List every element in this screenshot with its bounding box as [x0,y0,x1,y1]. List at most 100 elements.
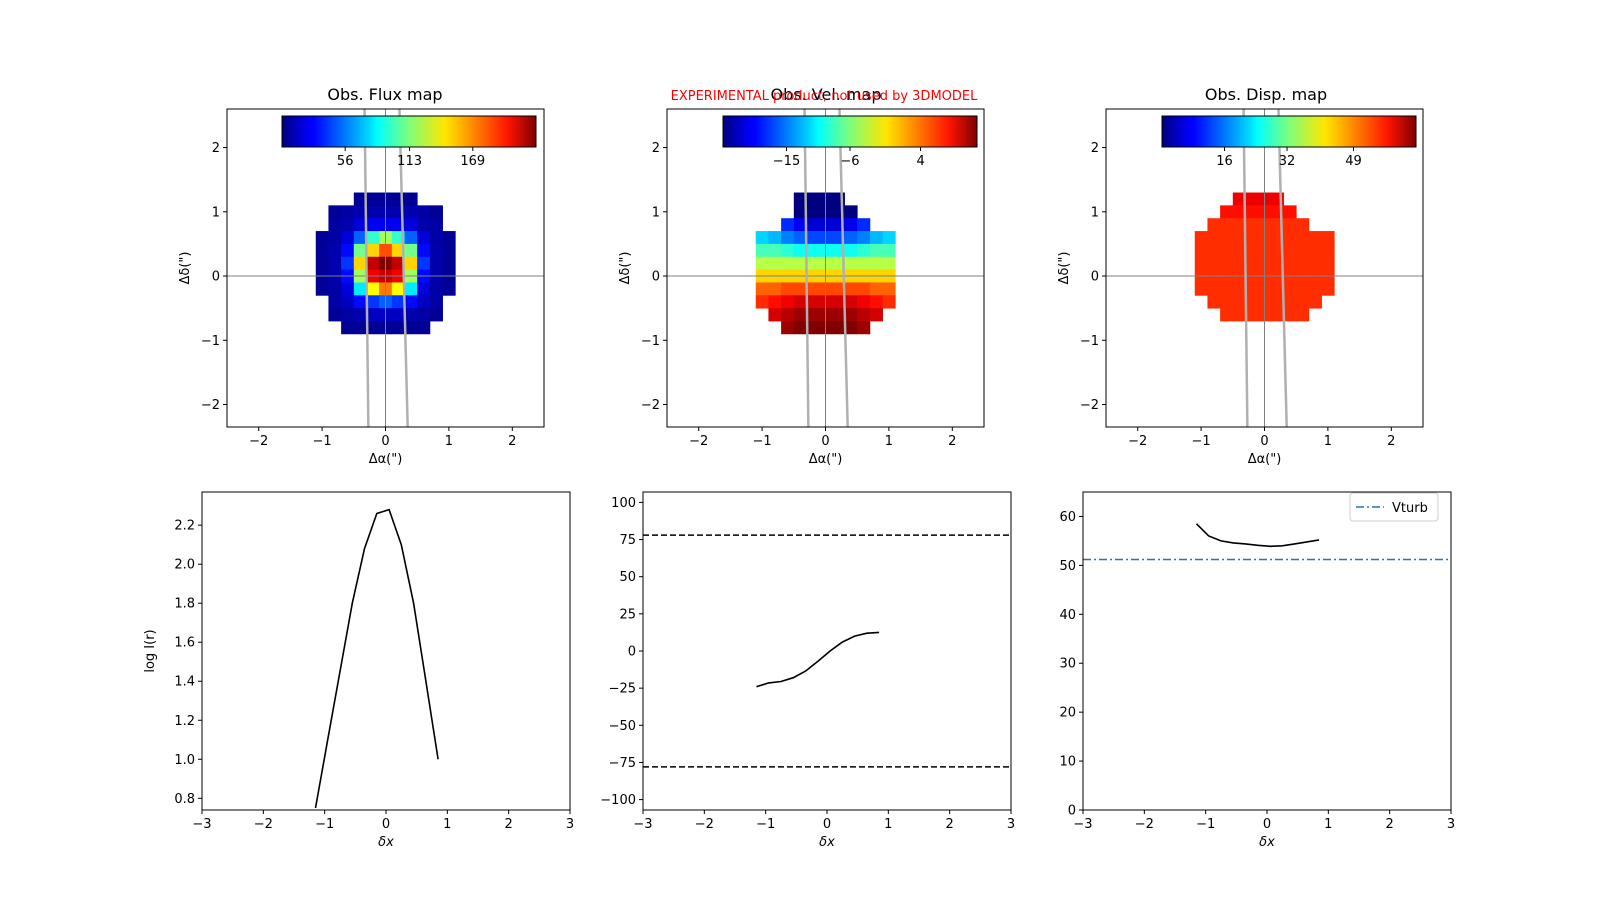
map-pixel [1270,243,1284,258]
map-pixel [1296,243,1310,258]
map-pixel [806,192,820,206]
map-pixel [755,295,769,309]
map-pixel [806,321,820,335]
y-tick-label: −50 [609,719,636,734]
map-pixel [882,295,896,309]
map-pixel [404,192,418,206]
map-pixel [391,295,405,309]
y-tick-label: 1.2 [174,714,195,729]
map-pixel [328,295,342,309]
map-pixel [1194,282,1208,296]
map-pixel [341,218,355,232]
map-pixel [857,321,871,335]
map-pixel [781,282,795,296]
map-pixel [417,295,431,309]
map-pixel [341,243,355,258]
dispersion-map-panel: Obs. Disp. map −2 −1 0 1 2 2 1 0 −1 −2 Δ… [1057,85,1424,467]
x-tick-label: 0 [381,434,389,449]
x-axis-label: Δα(") [369,452,403,467]
map-pixel [1296,282,1310,296]
dispersion-colorbar-tick: 16 [1216,154,1233,169]
y-tick-label: 30 [1059,657,1076,672]
map-pixel [353,321,367,335]
map-pixel [341,321,355,335]
y-tick-label: −1 [201,334,220,349]
map-pixel [404,295,418,309]
map-pixel [755,256,769,271]
y-tick-label: 0 [1091,270,1099,285]
flux-map-title: Obs. Flux map [327,85,442,104]
axes-frame [1082,491,1452,811]
map-pixel [404,282,418,296]
y-tick-label: 1 [212,205,220,220]
dispersion-colorbar-tick: 49 [1345,154,1362,169]
map-pixel [328,256,342,271]
map-pixel [353,192,367,206]
map-pixel [869,256,883,271]
x-axis-label: Δα(") [809,452,843,467]
slit-edge-right [1277,108,1288,428]
flux-map-pixels [315,192,456,335]
map-pixel [1207,218,1221,232]
y-axis-label: Δδ(") [178,252,193,285]
flux-colorbar-tick: 56 [337,154,354,169]
map-pixel [1232,231,1246,245]
map-pixel [1296,308,1310,322]
y-tick-label: 0 [652,270,660,285]
map-pixel [1321,256,1335,271]
x-axis-label: δx [378,835,394,850]
map-pixel [1308,282,1322,296]
dispersion-profile-plot [1079,491,1452,814]
x-tick-label: 0 [382,817,390,832]
map-pixel [429,295,443,309]
map-pixel [768,256,782,271]
y-tick-label: 0 [628,645,636,660]
map-pixel [755,243,769,258]
map-pixel [1220,205,1234,219]
map-pixel [429,243,443,258]
map-pixel [417,231,431,245]
y-tick-label: −1 [641,334,660,349]
x-tick-label: −2 [695,817,714,832]
velocity-colorbar-tick: −6 [840,154,859,169]
map-pixel [793,282,807,296]
y-tick-label: 0.8 [174,792,195,807]
map-pixel [768,231,782,245]
map-pixel [1207,243,1221,258]
profile-line [756,631,880,688]
map-pixel [1245,218,1259,232]
x-tick-label: −2 [1128,434,1147,449]
velocity-profile-panel: −3 −2 −1 0 1 2 3 100 75 50 25 0 −25 −50 … [600,491,1015,850]
map-pixel [768,282,782,296]
map-pixel [1283,256,1297,271]
legend-box [1349,492,1439,522]
map-pixel [1232,295,1246,309]
map-pixel [1220,256,1234,271]
y-tick-label: 2 [652,141,660,156]
map-pixel [1232,243,1246,258]
flux-colorbar-tick: 169 [460,154,485,169]
map-pixel [417,321,431,335]
dispersion-profile-panel: −3 −2 −1 0 1 2 3 60 50 40 30 20 10 0 δx … [1059,491,1455,850]
x-tick-label: 2 [948,434,956,449]
map-pixel [1283,295,1297,309]
map-pixel [1283,231,1297,245]
map-pixel [353,231,367,245]
map-pixel [882,282,896,296]
map-pixel [831,243,845,258]
y-axis-label: log I(r) [143,629,158,672]
dispersion-map-title: Obs. Disp. map [1205,85,1327,104]
map-pixel [404,321,418,335]
dispersion-map-colorbar: 16 32 49 [1161,115,1417,169]
map-pixel [869,308,883,322]
map-pixel [1207,295,1221,309]
map-pixel [1245,308,1259,322]
y-tick-label: 1.8 [174,597,195,612]
map-pixel [844,282,858,296]
map-pixel [869,295,883,309]
map-pixel [328,231,342,245]
map-pixel [366,295,380,309]
map-pixel [1245,282,1259,296]
map-pixel [1232,256,1246,271]
